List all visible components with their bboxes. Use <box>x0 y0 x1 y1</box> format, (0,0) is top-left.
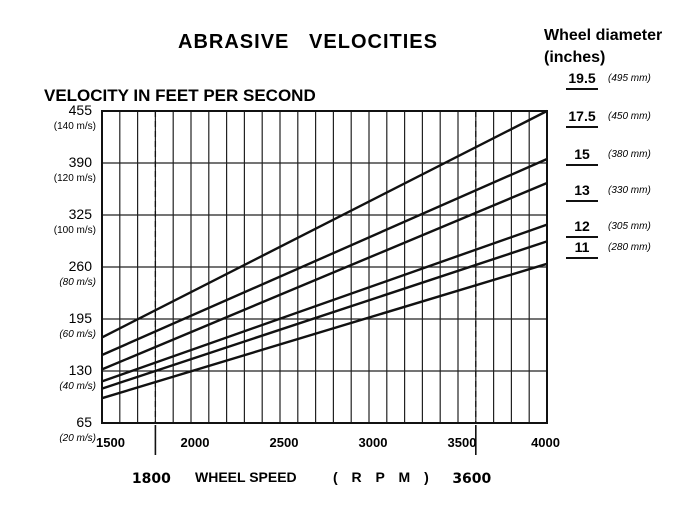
legend-diameter-15: 15 <box>574 146 590 162</box>
y-tick-label: 195 <box>69 310 93 326</box>
series-line-11 <box>101 262 548 400</box>
y-tick-unit: (140 m/s) <box>54 121 96 132</box>
legend-diameter-19-5: 19.5 <box>568 70 595 86</box>
series-line-17-5 <box>101 157 548 357</box>
y-tick-unit: (80 m/s) <box>59 277 96 288</box>
legend-diameter-12: 12 <box>574 218 590 234</box>
x-axis-ticks: 1500 2000 2500 3000 3500 4000 <box>96 435 560 450</box>
y-tick-unit: (120 m/s) <box>54 173 96 184</box>
x-tick-label: 4000 <box>531 435 560 450</box>
legend-mm-11: (280 mm) <box>608 242 651 253</box>
series-line-15 <box>101 181 548 371</box>
legend-diameter-17-5: 17.5 <box>568 108 595 124</box>
legend-mm-15: (380 mm) <box>608 149 651 160</box>
chart-title: ABRASIVE VELOCITIES <box>178 31 438 53</box>
x-tick-label: 2500 <box>270 435 299 450</box>
rpm-marker-label: 1800 <box>132 471 171 487</box>
rpm-marker-label: 3600 <box>452 471 491 487</box>
x-tick-label: 3000 <box>359 435 388 450</box>
legend-mm-19-5: (495 mm) <box>608 73 651 84</box>
y-tick-label: 325 <box>69 206 93 222</box>
legend-mm-12: (305 mm) <box>608 221 651 232</box>
plot-frame <box>101 110 548 424</box>
y-tick-unit: (20 m/s) <box>59 433 96 444</box>
legend-subtitle: (inches) <box>544 49 605 66</box>
legend-diameter-11: 11 <box>575 239 590 255</box>
y-tick-label: 455 <box>69 102 93 118</box>
legend-title: Wheel diameter <box>544 27 662 44</box>
x-axis-label: WHEEL SPEED <box>195 469 297 485</box>
legend-mm-17-5: (450 mm) <box>608 111 651 122</box>
y-tick-unit: (100 m/s) <box>54 225 96 236</box>
series-line-12 <box>101 240 548 390</box>
grid-lines <box>102 110 547 424</box>
y-tick-unit: (60 m/s) <box>59 329 96 340</box>
legend: 19.5 (495 mm) 17.5 (450 mm) 15 (380 mm) 13 (330… <box>566 70 651 259</box>
x-axis-unit: ( R P M ) <box>333 469 434 485</box>
legend-mm-13: (330 mm) <box>608 185 651 196</box>
x-tick-label: 1500 <box>96 435 125 450</box>
series-line-13 <box>101 223 548 383</box>
legend-diameter-13: 13 <box>574 182 590 198</box>
y-axis-ticks: 455 (140 m/s) 390 (120 m/s) 325 (100 m/s) 260 (… <box>54 102 96 444</box>
y-tick-label: 130 <box>69 362 93 378</box>
y-tick-label: 390 <box>69 154 93 170</box>
x-tick-label: 2000 <box>181 435 210 450</box>
series-lines <box>101 109 548 400</box>
x-tick-label: 3500 <box>448 435 477 450</box>
y-tick-label: 260 <box>69 258 93 274</box>
y-tick-unit: (40 m/s) <box>59 381 96 392</box>
series-line-19-5 <box>101 109 548 339</box>
y-tick-label: 65 <box>76 414 92 430</box>
y-axis-label: VELOCITY IN FEET PER SECOND <box>44 86 316 105</box>
